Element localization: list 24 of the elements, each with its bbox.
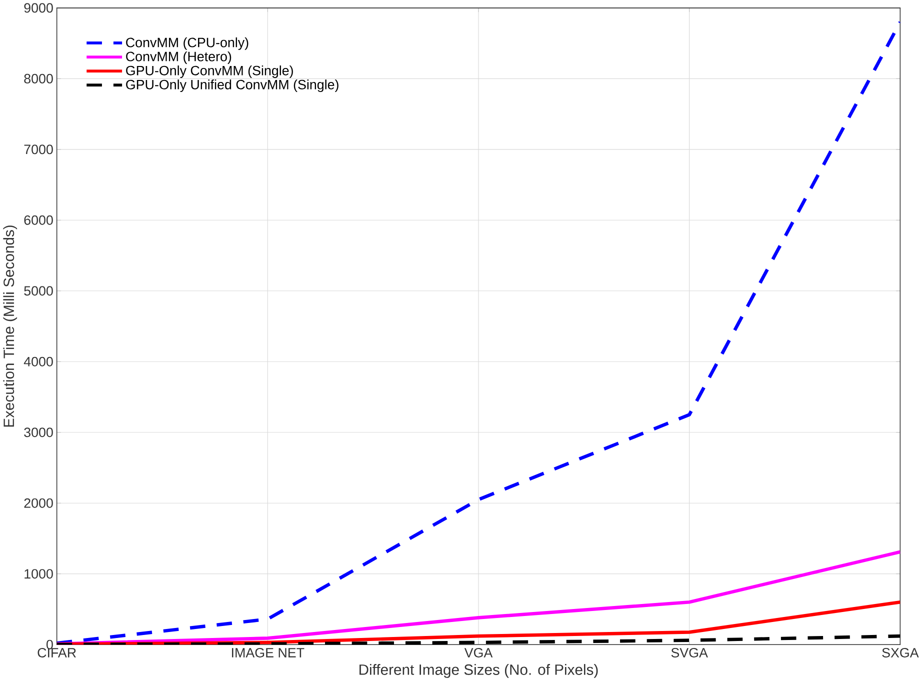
line-series [56,550,900,645]
y-tick-label: 7000 [24,144,53,154]
x-tick-label: CIFAR [38,648,76,658]
y-tick-label: 1000 [24,569,53,579]
x-axis-title: Different Image Sizes (No. of Pixels) [360,664,598,678]
legend-label: ConvMM (CPU-only) [126,37,248,50]
y-tick-label: 0 [46,640,53,650]
y-tick-label: 5000 [24,286,53,296]
legend-label: ConvMM (Hetero) [126,51,232,64]
legend-label: GPU-Only ConvMM (Single) [126,65,293,78]
y-tick-label: 8000 [24,74,53,84]
x-tick-label: SVGA [671,648,708,658]
y-tick-label: 4000 [24,356,53,366]
y-axis-title: Execution Time (Milli Seconds) [3,226,18,427]
line-series [56,20,900,645]
y-tick-label: 6000 [24,215,53,225]
legend-label: GPU-Only Unified ConvMM (Single) [126,79,338,92]
x-tick-label: VGA [464,648,493,658]
y-tick-label: 2000 [24,498,53,508]
x-tick-label: IMAGE NET [232,648,304,658]
y-tick-label: 3000 [24,428,53,438]
y-tick-label: 9000 [24,3,53,13]
x-tick-label: SXGA [882,648,919,658]
line-series [56,634,900,645]
